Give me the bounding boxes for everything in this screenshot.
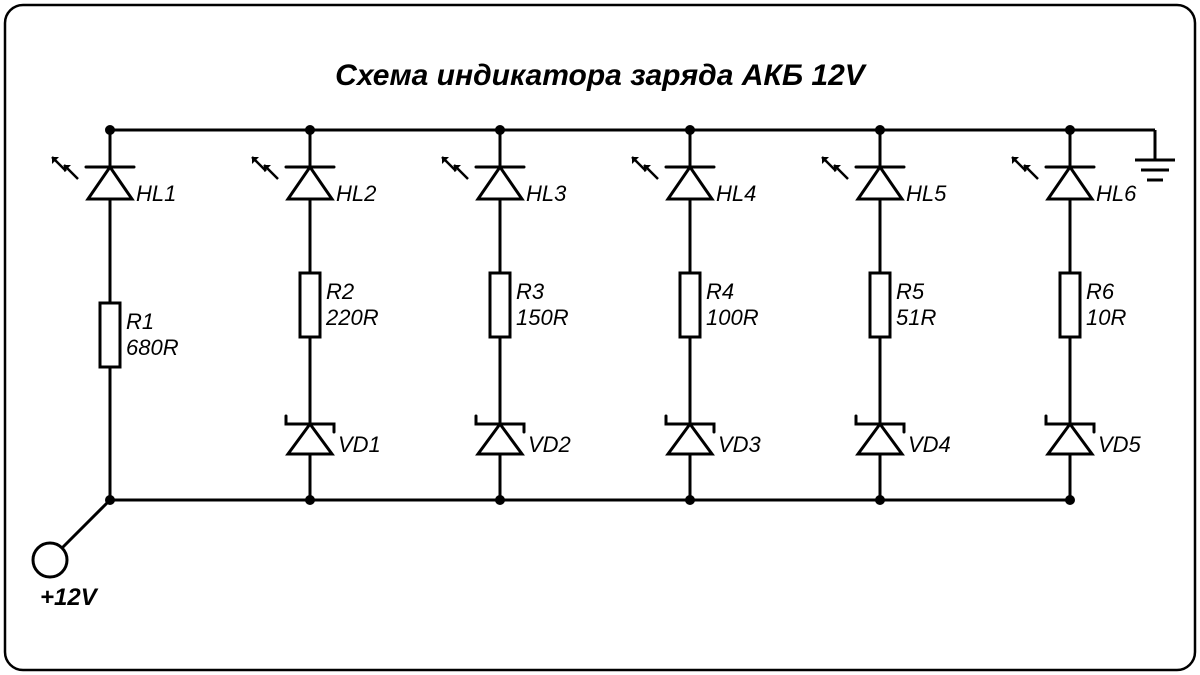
resistor-icon: R2220R [300, 273, 379, 337]
zener-label: VD1 [338, 432, 381, 457]
resistor-icon: R3150R [490, 273, 569, 337]
resistor-icon: R610R [1060, 273, 1126, 337]
resistor-value: 680R [126, 335, 179, 360]
branch: HL4 R4100R VD3 [632, 125, 762, 505]
supply-label: +12V [40, 584, 99, 611]
resistor-value: 100R [706, 305, 759, 330]
led-label: HL1 [136, 181, 176, 206]
zener-label: VD3 [718, 432, 762, 457]
led-icon: HL4 [632, 157, 756, 206]
led-icon: HL1 [52, 157, 176, 206]
branch: HL1 R1680R [52, 125, 179, 505]
branch: HL2 R2220R VD1 [252, 125, 381, 505]
resistor-ref: R1 [126, 309, 154, 334]
frame [5, 5, 1195, 670]
schematic-title: Схема индикатора заряда АКБ 12V [335, 59, 868, 92]
led-icon: HL6 [1012, 157, 1137, 206]
led-label: HL4 [716, 181, 756, 206]
supply-terminal: +12V [33, 500, 110, 611]
zener-icon: VD1 [286, 416, 381, 457]
ground-icon [1135, 130, 1175, 180]
resistor-ref: R5 [896, 279, 925, 304]
zener-icon: VD3 [666, 416, 762, 457]
resistor-value: 150R [516, 305, 569, 330]
led-icon: HL2 [252, 157, 376, 206]
branches-group: HL1R1680RHL2R2220RVD1HL3R3150RVD2HL4R410… [52, 125, 1142, 505]
zener-icon: VD5 [1046, 416, 1142, 457]
zener-label: VD5 [1098, 432, 1142, 457]
zener-icon: VD4 [856, 416, 951, 457]
branch: HL3 R3150R VD2 [442, 125, 571, 505]
zener-icon: VD2 [476, 416, 571, 457]
resistor-ref: R2 [326, 279, 354, 304]
zener-label: VD4 [908, 432, 951, 457]
resistor-icon: R551R [870, 273, 936, 337]
resistor-value: 10R [1086, 305, 1126, 330]
led-icon: HL5 [822, 157, 947, 206]
resistor-value: 51R [896, 305, 936, 330]
resistor-icon: R4100R [680, 273, 759, 337]
resistor-ref: R3 [516, 279, 545, 304]
resistor-ref: R6 [1086, 279, 1115, 304]
schematic-diagram: Схема индикатора заряда АКБ 12V +12V HL1… [0, 0, 1200, 675]
led-label: HL5 [906, 181, 947, 206]
resistor-ref: R4 [706, 279, 734, 304]
branch: HL6 R610R VD5 [1012, 125, 1142, 505]
led-label: HL2 [336, 181, 376, 206]
resistor-icon: R1680R [100, 303, 179, 367]
branch: HL5 R551R VD4 [822, 125, 951, 505]
zener-label: VD2 [528, 432, 571, 457]
led-icon: HL3 [442, 157, 567, 206]
led-label: HL3 [526, 181, 567, 206]
led-label: HL6 [1096, 181, 1137, 206]
resistor-value: 220R [325, 305, 379, 330]
